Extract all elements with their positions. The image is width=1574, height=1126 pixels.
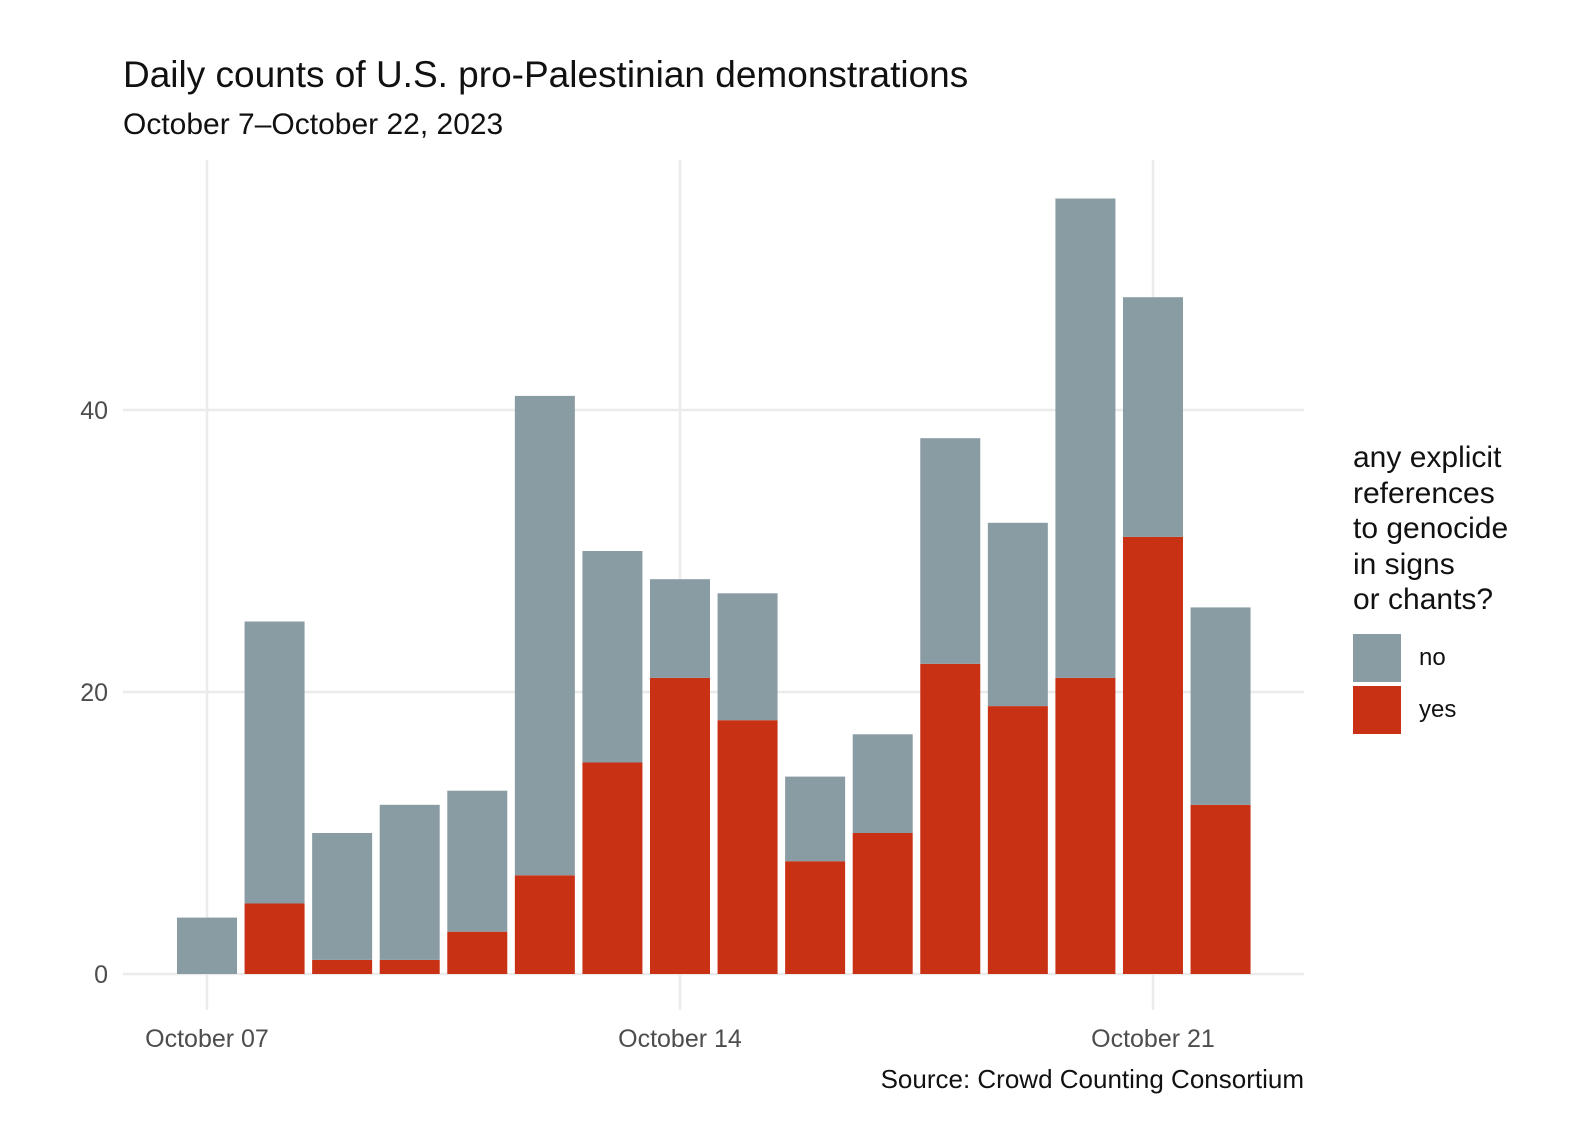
bar-yes <box>379 959 440 974</box>
bars <box>177 198 1251 974</box>
bar-no <box>1122 297 1183 537</box>
bar-yes <box>920 663 981 974</box>
legend-swatch-yes <box>1353 685 1401 734</box>
bar-yes <box>1122 536 1183 974</box>
bar-no <box>244 621 305 904</box>
bar-yes <box>447 931 508 974</box>
bar-no <box>785 776 846 862</box>
legend-label-yes: yes <box>1419 695 1457 723</box>
bar-yes <box>785 861 846 974</box>
bar-yes <box>649 677 710 974</box>
bar-no <box>447 790 508 932</box>
bar-no <box>582 551 643 763</box>
legend-swatch-no <box>1353 633 1401 682</box>
y-tick-label: 0 <box>94 961 108 989</box>
legend: any explicit references to genocide in s… <box>1353 440 1553 736</box>
y-tick-label: 40 <box>80 397 108 425</box>
legend-title: any explicit references to genocide in s… <box>1353 441 1509 616</box>
bar-no <box>649 579 710 678</box>
bar-yes <box>244 903 305 974</box>
chart-title: Daily counts of U.S. pro-Palestinian dem… <box>123 54 969 95</box>
legend-item-no: no <box>1353 632 1553 684</box>
bar-yes <box>582 762 643 974</box>
bar-yes <box>717 720 778 974</box>
bar-no <box>920 438 981 664</box>
chart-subtitle: October 7–October 22, 2023 <box>123 108 504 141</box>
bar-no <box>1055 198 1116 678</box>
bar-no <box>514 395 575 876</box>
bar-no <box>177 917 237 974</box>
chart-caption: Source: Crowd Counting Consortium <box>880 1064 1304 1094</box>
axis-labels: 0 20 40 October 07 October 14 October 21 <box>80 397 1215 1053</box>
bar-no <box>1190 607 1251 805</box>
bar-yes <box>1190 804 1251 974</box>
x-tick-label: October 14 <box>618 1025 742 1053</box>
bar-yes <box>987 706 1048 974</box>
bar-no <box>379 804 440 960</box>
legend-item-yes: yes <box>1353 684 1553 736</box>
legend-label-no: no <box>1419 643 1446 671</box>
y-tick-label: 20 <box>80 679 108 707</box>
bar-yes <box>852 833 913 974</box>
bar-no <box>987 522 1048 707</box>
bar-no <box>717 593 778 721</box>
x-tick-label: October 07 <box>145 1025 269 1053</box>
bar-no <box>852 734 913 833</box>
x-tick-label: October 21 <box>1091 1025 1215 1053</box>
bar-yes <box>1055 677 1116 974</box>
bar-no <box>312 833 373 960</box>
bar-yes <box>312 959 373 974</box>
bar-yes <box>514 875 575 974</box>
